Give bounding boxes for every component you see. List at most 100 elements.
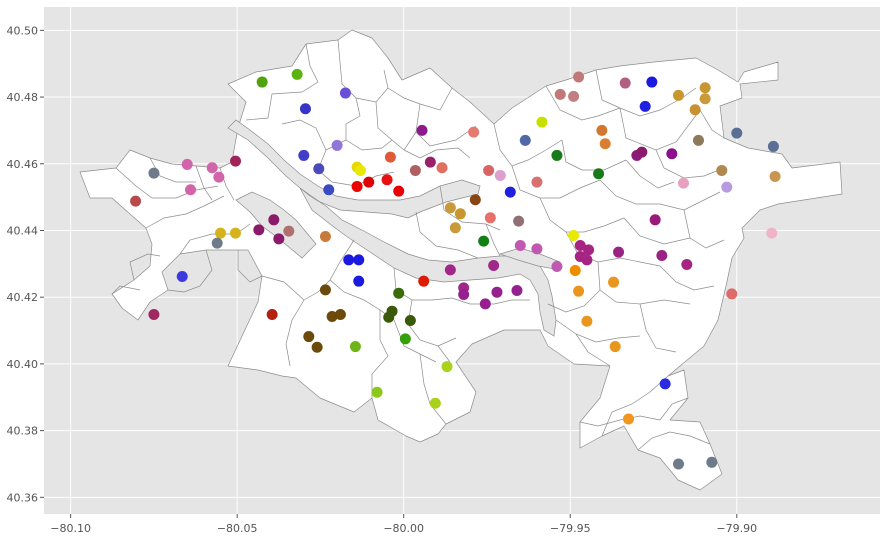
neighborhood-boundary [699,109,725,139]
data-point [513,215,525,227]
neighborhood-boundary [599,179,721,211]
x-tick-label: −80.10 [50,522,91,535]
y-tick-label: 40.38 [7,425,39,438]
x-tick-label: −80.00 [383,522,424,535]
undefined [79,29,843,491]
data-point [573,285,585,297]
neighborhood-boundary [555,319,641,343]
data-point [268,214,280,226]
neighborhood-boundary [623,217,691,245]
neighborhood-boundary [371,310,389,398]
neighborhood-boundary [237,250,263,283]
neighborhood-boundary [393,319,437,363]
neighborhood-boundary [565,231,661,267]
neighborhood-boundary [415,211,479,259]
data-point [726,288,738,300]
data-point [494,169,506,181]
data-point [429,397,441,409]
data-point [554,88,566,100]
data-point [608,276,620,288]
data-point [599,138,611,150]
data-point [185,184,197,196]
y-tick-label: 40.46 [7,158,39,171]
data-point [689,104,701,116]
neighborhood-boundary [439,185,501,231]
data-point [573,71,585,83]
neighborhood-boundary [329,279,395,321]
neighborhood-boundary [547,289,601,313]
data-point [677,177,689,189]
data-point [699,82,711,94]
data-point [659,378,671,390]
neighborhood-boundary [129,253,161,281]
data-point [354,164,366,176]
data-point [436,162,448,174]
data-point [331,139,343,151]
data-point [478,235,490,247]
data-point [399,333,411,345]
data-point [381,174,393,186]
data-point [181,158,193,170]
neighborhood-boundary [619,107,701,151]
data-point [130,195,142,207]
neighborhood-boundary [493,123,563,167]
neighborhood-boundary [575,333,611,367]
neighborhood-boundary [345,139,393,151]
data-point [666,148,678,160]
neighborhood-boundary [639,303,677,353]
data-point [536,116,548,128]
neighborhood-boundary [285,299,305,367]
data-point [283,225,295,237]
data-point [609,341,621,353]
neighborhood-boundary [659,397,689,421]
neighborhood-boundary [111,285,141,295]
neighborhood-boundary [115,167,219,199]
neighborhood-boundary [245,43,319,121]
data-point [488,260,500,272]
data-point [444,202,456,214]
data-point [568,90,580,102]
data-point [731,127,743,139]
data-point [444,264,456,276]
data-point [511,285,523,297]
data-point [313,163,325,175]
y-tick-label: 40.36 [7,491,39,504]
data-point [514,239,526,251]
data-point [504,186,516,198]
data-point [441,361,453,373]
data-point [551,261,563,273]
data-point [176,271,188,283]
data-point [256,76,268,88]
monongahela-river [299,187,557,337]
data-point [393,287,405,299]
data-point [596,124,608,136]
y-axis-ticks: 40.36 40.38 40.40 40.42 40.44 40.46 40.48 40.50 [7,24,44,504]
data-point [454,208,466,220]
data-point [273,233,285,245]
data-point [468,126,480,138]
data-point [230,155,242,167]
neighborhood-boundary [625,159,675,189]
data-point [519,134,531,146]
data-point [409,164,421,176]
neighborhood-boundary [485,223,501,257]
data-point [646,76,658,88]
data-point [649,214,661,226]
data-point [416,124,428,136]
data-point [299,103,311,115]
data-point [484,212,496,224]
data-point [384,151,396,163]
data-point [531,176,543,188]
x-axis-ticks: −80.10 −80.05 −80.00 −79.95 −79.90 [50,514,757,535]
data-point [574,239,586,251]
data-point [349,341,361,353]
data-point [353,275,365,287]
data-point [353,254,365,266]
x-tick-label: −79.95 [550,522,591,535]
data-point [266,309,278,321]
data-point [699,93,711,105]
neighborhood-boundary [601,375,669,437]
y-tick-label: 40.50 [7,24,39,37]
neighborhood-boundary [579,415,661,427]
